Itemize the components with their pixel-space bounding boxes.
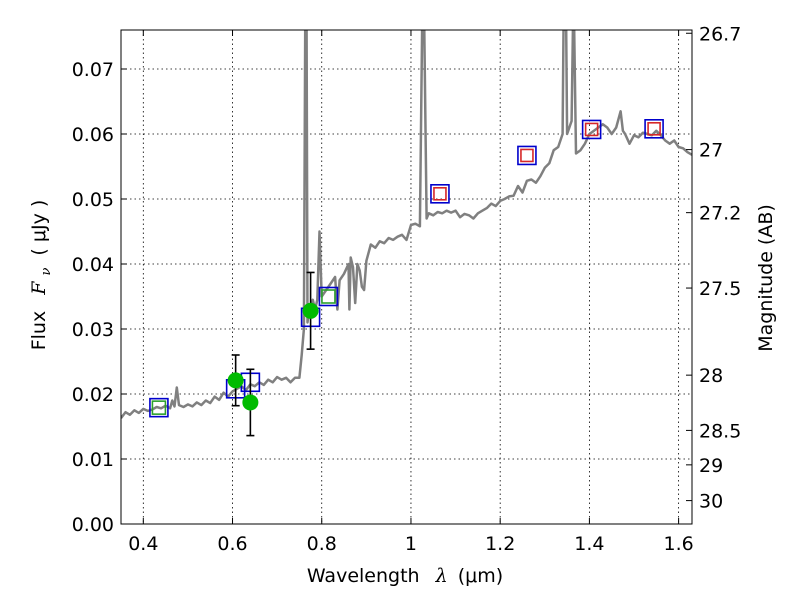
x-axis-label-unit: (μm) (458, 565, 503, 587)
model-spectrum-line (121, 30, 692, 419)
y-tick-label: 0.03 (72, 319, 114, 341)
y-axis-left-label-symbol: F (28, 281, 50, 296)
axis-ticks: 0.4 0.6 0.8 1 1.2 1.4 1.6 0.00 0.01 0.02 0.03 0.04 0… (72, 23, 742, 555)
y-tick-label: 0.05 (72, 189, 114, 211)
x-tick-label: 1.4 (574, 533, 604, 555)
detection-point (302, 302, 319, 319)
grid-lines (121, 30, 692, 525)
magnitude-tick-label: 29 (699, 455, 723, 477)
model-photometry-square (149, 397, 169, 418)
observed-ghost-square (321, 289, 336, 304)
observed-red-square (433, 187, 447, 201)
y-tick-label: 0.06 (72, 124, 114, 146)
detection-point (227, 372, 244, 389)
y-axis-right-label: Magnitude (AB) (755, 204, 777, 352)
axes-frame (120, 29, 693, 525)
observed-red-square (584, 122, 599, 137)
y-axis-left-label-unit: ( μJy ) (28, 200, 50, 256)
x-tick-label: 1 (405, 533, 417, 555)
x-tick-label: 0.4 (128, 533, 158, 555)
model-photometry-square (318, 286, 339, 307)
x-axis-label-symbol: λ (435, 565, 448, 587)
x-axis-label-text: Wavelength (307, 565, 420, 587)
plot-area (121, 30, 692, 437)
model-photometry-square (581, 119, 602, 140)
observed-ghost-square (151, 400, 167, 415)
y-tick-label: 0.04 (72, 254, 114, 276)
detection-point (242, 394, 259, 411)
y-axis-left-label: Flux F ν ( μJy ) (28, 200, 55, 351)
observed-red-square (647, 122, 661, 136)
magnitude-tick-label: 27 (699, 140, 723, 162)
y-axis-left-label-subscript: ν (39, 268, 54, 276)
model-photometry-square (430, 184, 450, 204)
magnitude-tick-label: 28 (699, 365, 723, 387)
y-tick-label: 0.00 (72, 514, 114, 536)
observed-red-square (520, 148, 534, 163)
magnitude-tick-label: 28.5 (699, 420, 741, 442)
y-tick-label: 0.01 (72, 449, 114, 471)
y-tick-label: 0.02 (72, 384, 114, 406)
magnitude-tick-label: 30 (699, 491, 723, 513)
magnitude-tick-label: 27.5 (699, 278, 741, 300)
magnitude-tick-label: 26.7 (699, 23, 741, 45)
x-tick-label: 1.6 (664, 533, 694, 555)
x-tick-label: 0.6 (217, 533, 247, 555)
x-axis-label: Wavelength λ (μm) (307, 565, 503, 587)
model-photometry-square (644, 119, 664, 139)
y-axis-left-label-text: Flux (28, 311, 50, 351)
x-tick-label: 1.2 (485, 533, 515, 555)
model-photometry-square (517, 145, 537, 166)
x-tick-label: 0.8 (307, 533, 337, 555)
y-tick-label: 0.07 (72, 59, 114, 81)
magnitude-tick-label: 27.2 (699, 203, 741, 225)
